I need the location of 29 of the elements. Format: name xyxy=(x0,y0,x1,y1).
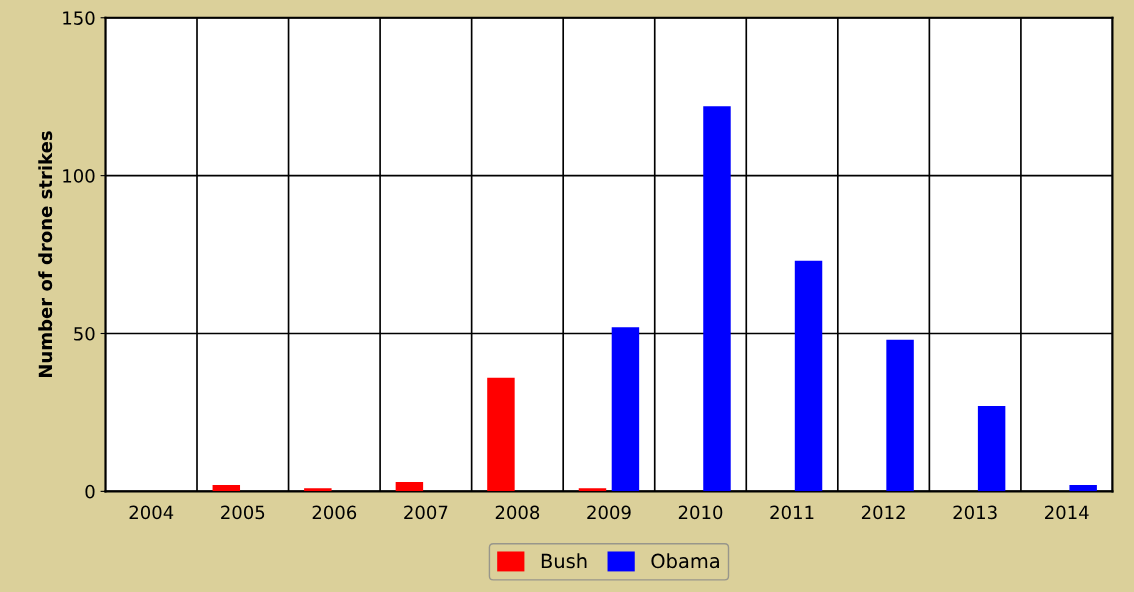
x-tick-label: 2008 xyxy=(495,505,540,520)
bar xyxy=(1069,485,1097,492)
bar xyxy=(611,327,640,492)
x-tick-label: 2014 xyxy=(1045,505,1089,520)
y-tick-label: 150 xyxy=(63,11,95,25)
x-tick-label: 2006 xyxy=(312,505,357,520)
x-tick-label: 2004 xyxy=(129,505,174,520)
bar xyxy=(395,481,424,492)
legend-label: Obama xyxy=(651,553,719,569)
x-tick-label: 2005 xyxy=(221,505,265,520)
x-tick-label: 2012 xyxy=(861,505,905,520)
y-axis-title: Number of drone strikes xyxy=(38,131,53,378)
y-tick-label: 50 xyxy=(74,326,95,341)
legend-label: Bush xyxy=(541,553,587,569)
x-tick-label: 2011 xyxy=(770,505,814,520)
bar xyxy=(487,377,515,492)
bar xyxy=(977,406,1006,492)
bar xyxy=(886,339,914,492)
bar xyxy=(578,488,607,492)
x-tick-label: 2013 xyxy=(953,505,997,520)
x-tick-label: 2009 xyxy=(587,505,631,520)
bar xyxy=(794,260,823,492)
x-tick-label: 2007 xyxy=(404,505,448,520)
x-tick-label: 2010 xyxy=(678,505,723,520)
bar xyxy=(304,488,332,492)
y-tick-label: 100 xyxy=(63,169,95,183)
bar xyxy=(703,106,731,492)
bar xyxy=(212,485,241,492)
y-tick-label: 0 xyxy=(85,484,95,499)
